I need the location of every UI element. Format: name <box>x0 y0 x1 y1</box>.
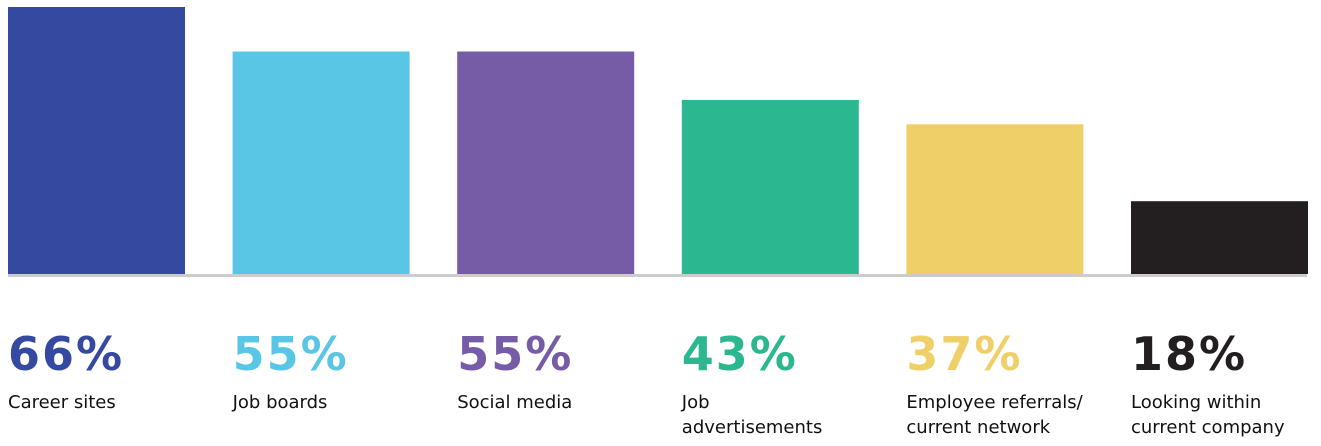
value-label-employee-referrals: 37% <box>906 327 1023 381</box>
bars-area <box>8 7 1308 277</box>
value-label-job-advertisements: 43% <box>681 327 798 381</box>
column-employee-referrals: 37% Employee referrals/ current network <box>906 300 1096 440</box>
category-label-social-media: Social media <box>457 392 573 413</box>
column-job-boards: 55% Job boards <box>233 300 423 415</box>
column-social-media: 55% Social media <box>457 300 647 415</box>
category-label-employee-referrals: Employee referrals/ current network <box>906 392 1083 438</box>
category-label-job-advertisements: Job advertisements <box>681 392 823 438</box>
value-label-career-sites: 66% <box>8 327 125 381</box>
category-label-looking-within-company: Looking within current company <box>1131 392 1285 438</box>
value-label-job-boards: 55% <box>232 327 349 381</box>
column-looking-within-company: 18% Looking within current company <box>1131 300 1321 440</box>
category-label-job-boards: Job boards <box>232 392 328 413</box>
bar-looking-within-company <box>1131 201 1308 274</box>
baseline <box>8 274 1307 277</box>
category-label-career-sites: Career sites <box>8 392 116 413</box>
value-label-looking-within-company: 18% <box>1131 327 1248 381</box>
column-career-sites: 66% Career sites <box>8 300 198 415</box>
bar-employee-referrals <box>906 124 1084 274</box>
bar-job-advertisements <box>681 100 859 274</box>
bar-career-sites <box>8 7 185 274</box>
column-job-advertisements: 43% Job advertisements <box>682 300 872 440</box>
value-label-social-media: 55% <box>457 327 574 381</box>
bar-social-media <box>457 51 635 274</box>
bar-job-boards <box>232 51 410 274</box>
